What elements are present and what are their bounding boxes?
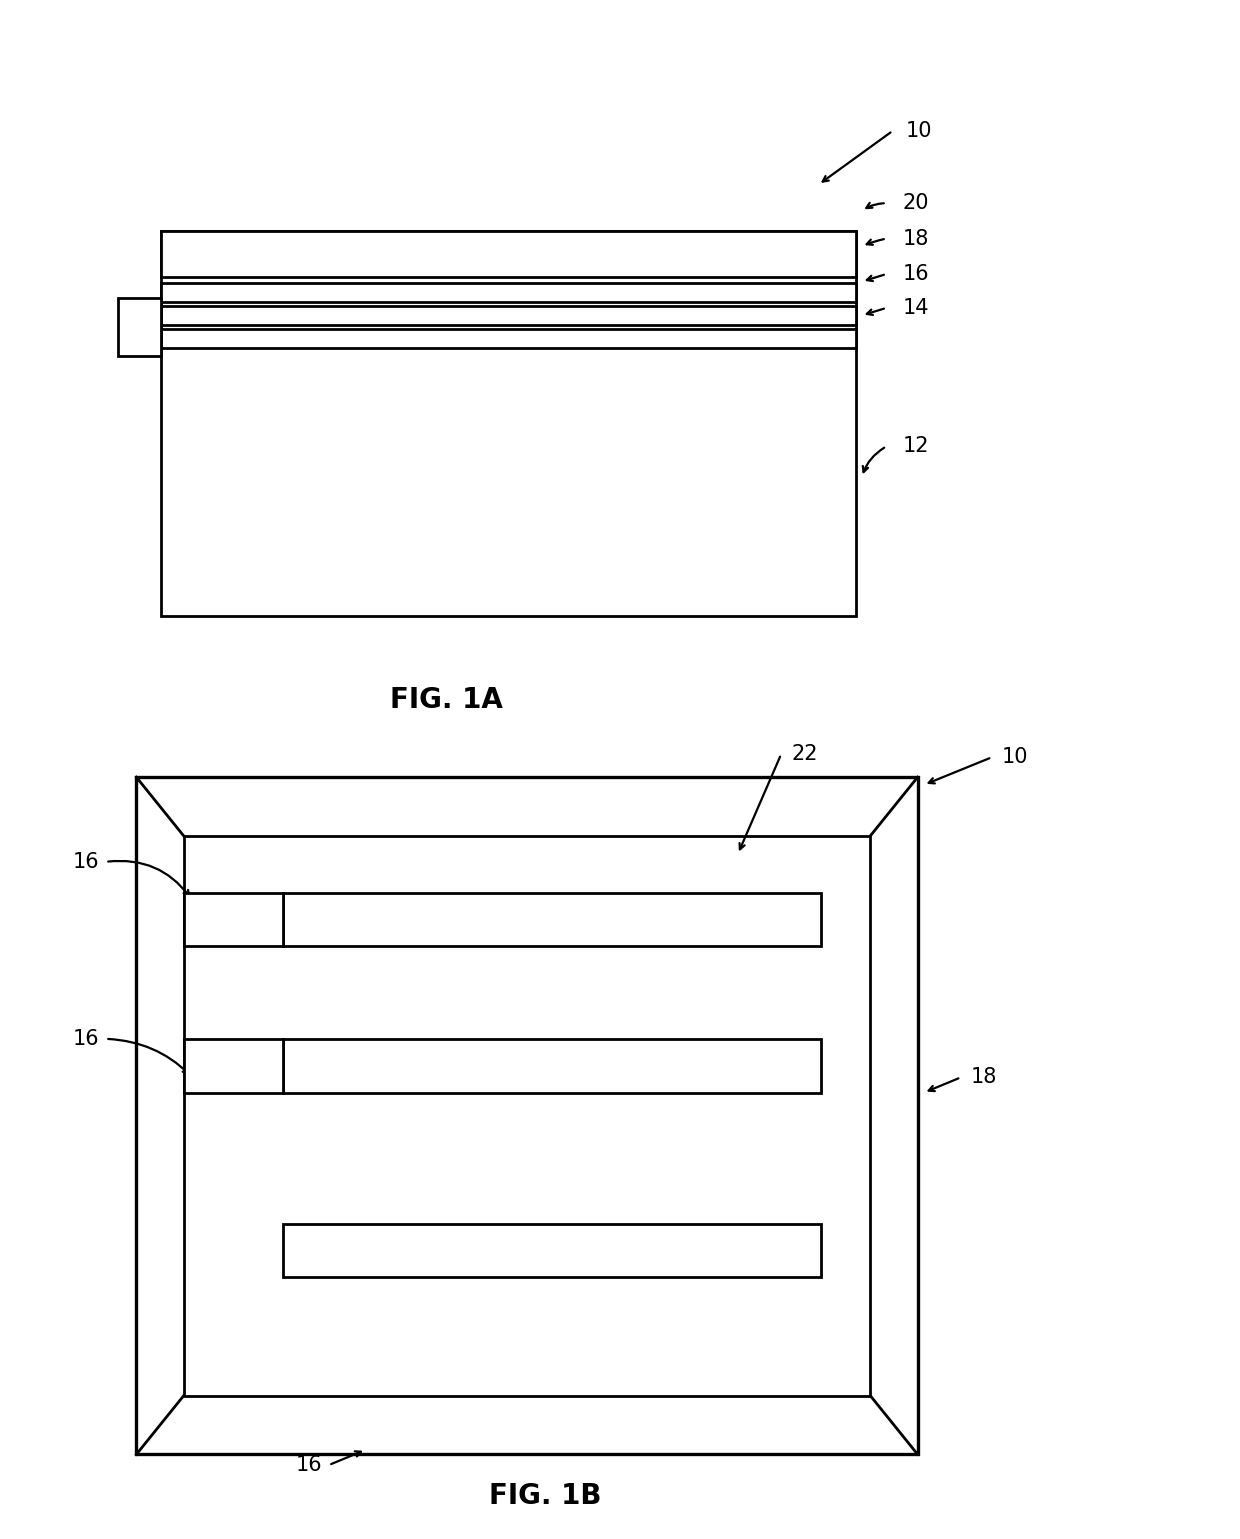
Bar xyxy=(118,299,161,357)
Bar xyxy=(161,329,856,348)
Text: 18: 18 xyxy=(971,1068,997,1087)
Text: 16: 16 xyxy=(903,265,929,283)
Text: 10: 10 xyxy=(1002,748,1028,766)
Bar xyxy=(184,893,283,946)
Bar xyxy=(136,777,918,1454)
Text: 18: 18 xyxy=(903,229,929,248)
Bar xyxy=(161,283,856,302)
Bar xyxy=(161,306,856,325)
Text: 22: 22 xyxy=(791,745,817,763)
Text: 12: 12 xyxy=(903,437,929,456)
Text: 16: 16 xyxy=(73,853,99,871)
Bar xyxy=(283,893,821,946)
Bar xyxy=(184,1039,283,1093)
Bar xyxy=(161,231,856,277)
Text: FIG. 1B: FIG. 1B xyxy=(490,1482,601,1510)
Text: 14: 14 xyxy=(903,299,929,317)
Text: 10: 10 xyxy=(905,122,931,140)
Bar xyxy=(283,1224,821,1277)
Text: 16: 16 xyxy=(73,1030,99,1048)
Text: 20: 20 xyxy=(903,194,929,212)
Text: 16: 16 xyxy=(296,1456,322,1474)
Text: FIG. 1A: FIG. 1A xyxy=(389,686,503,714)
Bar xyxy=(184,836,870,1396)
Bar xyxy=(283,1039,821,1093)
Bar xyxy=(161,231,856,616)
